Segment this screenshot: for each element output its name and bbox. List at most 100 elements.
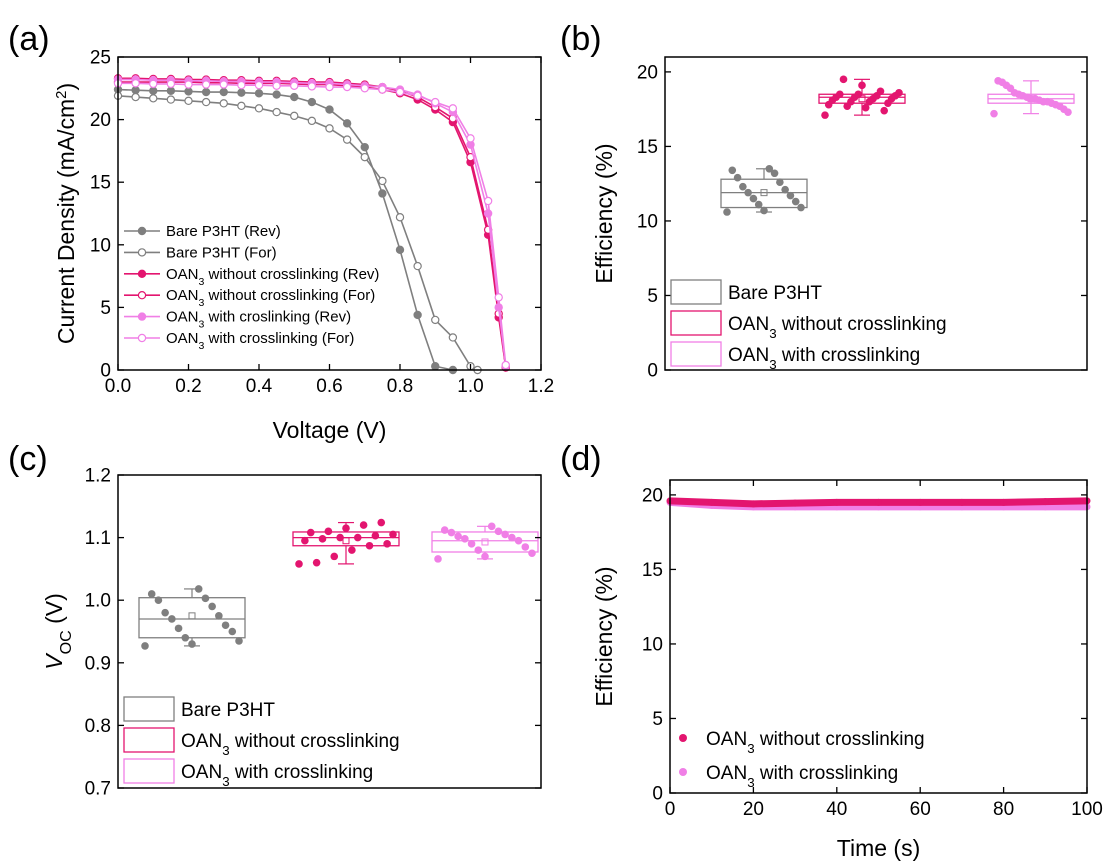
data-point: [786, 191, 795, 200]
legend-marker: [137, 312, 147, 321]
legend-entry: OAN3 without crosslinking: [728, 314, 947, 341]
box-b-1: [818, 75, 906, 119]
box-b-2: [987, 77, 1075, 118]
data-point: [378, 189, 387, 198]
data-point: [858, 81, 866, 90]
data-point: [880, 106, 888, 115]
panel-a: (a) 0 5 10 15 20 25 0.0 0.2 0.4 0.6 0.8 1.0 1.2 Voltag…: [8, 20, 554, 443]
data-point: [494, 527, 503, 536]
data-point: [760, 206, 768, 215]
data-point: [219, 80, 228, 89]
data-point: [348, 546, 356, 554]
legend-swatch: [670, 310, 722, 336]
data-point: [854, 90, 863, 99]
data-point: [307, 97, 317, 107]
data-point: [514, 536, 523, 545]
y-tick-label: 15: [642, 560, 663, 581]
legend-entry: OAN3 with crosslinking (For): [166, 330, 354, 352]
data-point: [994, 77, 1002, 85]
x-tick-label: 1.2: [528, 376, 554, 397]
x-tick-label: 1.0: [457, 376, 483, 397]
box-mean: [342, 537, 350, 545]
data-point: [454, 532, 462, 541]
y-tick-label: 1.2: [85, 466, 111, 487]
legend-marker: [137, 333, 147, 343]
data-point: [237, 101, 246, 111]
legend-b: Bare P3HT OAN3 without crosslinking OAN3 w…: [670, 279, 947, 372]
legend-entry: Bare P3HT: [728, 283, 822, 304]
data-point: [168, 615, 176, 623]
y-tick-label: 10: [642, 634, 663, 655]
data-point: [521, 543, 530, 551]
data-point: [342, 119, 352, 128]
data-point: [413, 261, 422, 271]
data-point: [723, 208, 731, 216]
data-point: [739, 182, 747, 191]
data-point: [378, 85, 387, 94]
legend-swatch: [670, 341, 722, 367]
y-tick-label: 0: [652, 784, 663, 805]
data-point: [861, 103, 870, 112]
data-point: [395, 245, 405, 255]
data-point: [188, 640, 196, 648]
legend-marker: [137, 226, 147, 236]
data-point: [290, 81, 299, 90]
data-point: [448, 104, 458, 113]
data-point: [318, 535, 327, 543]
data-point: [360, 152, 369, 162]
y-tick-label: 0.7: [85, 779, 111, 800]
series-a-1: [113, 91, 482, 375]
data-point: [360, 142, 369, 152]
data-point: [254, 80, 264, 90]
box-iqr: [138, 597, 246, 639]
panel-c: (c) 0.7 0.8 0.9 1.0 1.1 1.2 Bare P3HT OAN3 witho…: [8, 440, 542, 800]
legend-c: Bare P3HT OAN3 without crosslinking OAN3 w…: [123, 696, 400, 789]
y-tick-label: 0: [100, 361, 111, 382]
data-point: [330, 552, 339, 561]
data-point: [494, 293, 503, 302]
data-point: [770, 169, 779, 178]
data-point: [360, 84, 369, 93]
legend-entry: OAN3 with croslinking (Rev): [166, 309, 351, 331]
legend-swatch: [123, 727, 175, 753]
data-point: [290, 92, 299, 102]
panel-label-c: (c): [8, 440, 48, 478]
x-tick-label: 60: [910, 799, 931, 820]
data-point: [395, 87, 405, 97]
legend-marker: [137, 248, 147, 257]
y-tick-label: 1.1: [85, 528, 111, 549]
data-point: [215, 612, 223, 620]
data-point: [1041, 498, 1049, 506]
data-point: [431, 362, 440, 371]
y-tick-label: 0.8: [85, 716, 111, 737]
data-point: [431, 97, 440, 107]
data-point: [728, 166, 737, 175]
y-tick-label: 15: [637, 137, 658, 158]
legend-entry: Bare P3HT (For): [166, 244, 277, 261]
data-point: [528, 549, 536, 558]
data-point: [895, 88, 903, 97]
data-point: [131, 79, 140, 88]
data-point: [447, 528, 456, 537]
data-point: [228, 627, 237, 636]
data-point: [184, 87, 193, 96]
data-point: [708, 498, 716, 506]
data-point: [306, 528, 315, 537]
data-point: [733, 173, 742, 182]
data-point: [365, 541, 374, 550]
data-point: [353, 533, 362, 542]
data-point: [448, 333, 458, 342]
data-point: [483, 196, 493, 206]
data-point: [371, 531, 380, 540]
legend-swatch: [123, 758, 175, 784]
x-tick-label: 100: [1071, 799, 1103, 820]
data-point: [359, 521, 368, 529]
data-point: [781, 185, 789, 194]
y-tick-label: 0.9: [85, 653, 111, 674]
data-point: [131, 92, 140, 102]
legend-entry: OAN3 with crosslinking: [181, 762, 373, 789]
data-point: [272, 81, 281, 90]
data-point: [467, 540, 476, 548]
x-tick-label: 0.6: [316, 376, 342, 397]
data-point: [166, 86, 176, 96]
